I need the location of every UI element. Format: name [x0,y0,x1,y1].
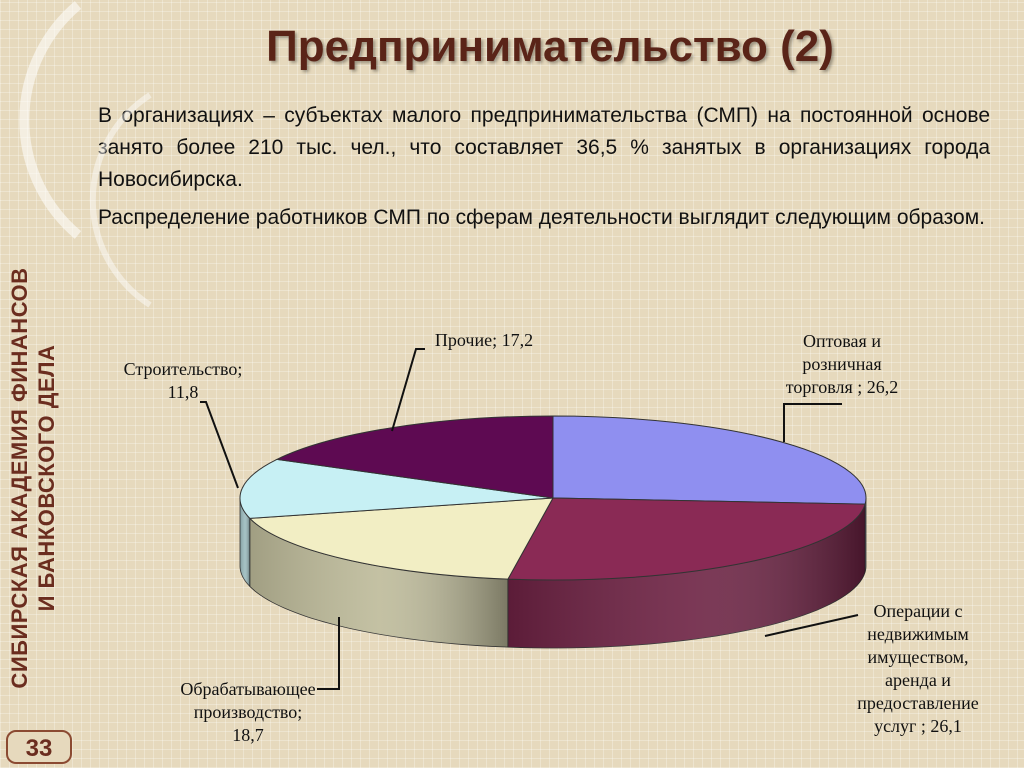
slice-label-4: Прочие; 17,2 [435,330,533,350]
pie-leader-lines [200,348,859,690]
slice-label-0-line-0: Оптовая и [803,331,881,351]
paragraph-1: В организациях – субъектах малого предпр… [98,104,990,191]
slice-label-3: Строительство; 11,8 [124,359,243,402]
slice-label-2-line-1: производство; [194,702,303,722]
pie-rim-shade-3 [240,498,250,587]
pie-rim-shade-2 [249,518,508,648]
slice-label-1-line-5: услуг ; 26,1 [874,716,962,736]
paragraph-2: Распределение работников СМП по сферам д… [98,206,985,229]
slice-label-1-line-3: аренда и [885,670,951,690]
slice-label-2-line-2: 18,7 [232,725,264,745]
slice-label-1-line-1: недвижимым [867,624,969,644]
leader-line-4 [391,348,425,432]
sidebar-vertical-label: СИБИРСКАЯ АКАДЕМИЯ ФИНАНСОВ И БАНКОВСКОГ… [6,232,74,724]
slice-label-0-line-1: розничная [802,354,881,374]
slice-label-1: Операции с недвижимым имуществом, аренда и п… [857,601,979,736]
leader-line-0 [783,403,842,442]
slice-label-0: Оптовая и розничная торговля ; 26,2 [786,331,899,397]
leader-line-1 [764,614,859,637]
sidebar-line-2: И БАНКОВСКОГО ДЕЛА [34,344,59,612]
decor-arc-2 [89,92,152,308]
slide-title: Предпринимательство (2) [266,22,834,71]
slice-label-3-line-1: 11,8 [168,382,199,402]
pie-rim-shade-1 [507,504,866,648]
slice-label-4-line-0: Прочие; 17,2 [435,330,533,350]
pie-slices [239,415,867,581]
slice-label-1-line-2: имуществом, [867,647,968,667]
slice-label-2: Обрабатывающее производство; 18,7 [180,679,315,745]
pie-slice-1 [507,497,866,581]
sidebar-line-1: СИБИРСКАЯ АКАДЕМИЯ ФИНАНСОВ [7,267,32,689]
slice-label-2-line-0: Обрабатывающее [180,679,315,699]
pie-slice-2 [248,497,554,580]
slice-label-3-line-0: Строительство; [124,359,243,379]
leader-line-2 [317,617,340,690]
pie-labels: Оптовая и розничная торговля ; 26,2 Операци… [124,330,979,745]
decor-arc-1 [19,1,82,239]
slide-body: В организациях – субъектах малого предпр… [98,100,990,234]
leader-line-3 [200,401,239,489]
slice-label-0-line-2: торговля ; 26,2 [786,377,899,397]
pie-slice-3 [239,458,554,519]
pie-rim [239,497,867,649]
page-number: 33 [6,730,72,764]
slice-label-1-line-4: предоставление [857,693,979,713]
slice-label-1-line-0: Операции с [874,601,963,621]
pie-slice-0 [552,415,867,505]
